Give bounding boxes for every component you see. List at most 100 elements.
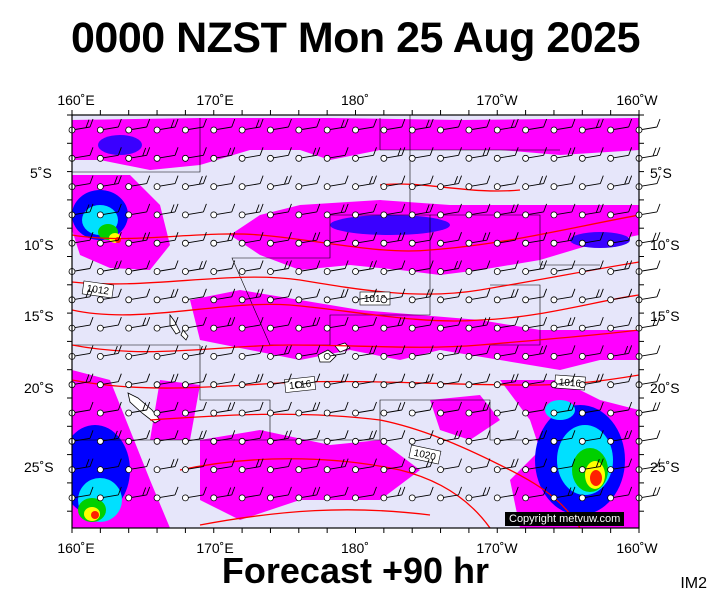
wind-station-dot xyxy=(96,466,104,474)
wind-station-dot xyxy=(578,466,586,474)
wind-station-dot xyxy=(181,183,189,191)
left-lat-label: 15˚S xyxy=(24,308,54,324)
wind-station-dot xyxy=(210,154,218,162)
wind-station-dot xyxy=(267,183,274,191)
wind-station-dot xyxy=(181,381,189,389)
wind-station-dot xyxy=(153,239,161,247)
wind-station-dot xyxy=(96,183,104,191)
wind-station-dot xyxy=(550,352,558,360)
isobar-lines xyxy=(72,183,639,528)
wind-barb xyxy=(638,316,661,329)
wind-station-dot xyxy=(267,494,274,502)
vanuatu-island xyxy=(180,329,189,341)
wind-station-dot xyxy=(181,466,189,474)
wind-station-dot xyxy=(125,494,133,502)
wind-station-dot xyxy=(210,494,218,502)
wind-station-dot xyxy=(380,154,388,162)
wind-station-dot xyxy=(96,381,104,389)
wind-station-dot xyxy=(380,466,388,474)
left-lat-label: 5˚S xyxy=(30,165,52,181)
wind-station-dot xyxy=(607,154,615,162)
wind-station-dot xyxy=(465,154,473,162)
wind-station-dot xyxy=(352,239,359,247)
wind-station-dot xyxy=(181,352,189,360)
wind-station-dot xyxy=(125,183,133,191)
wind-station-dot xyxy=(96,409,104,417)
wind-barb xyxy=(638,147,661,159)
wind-station-dot xyxy=(578,296,586,304)
wind-station-dot xyxy=(550,239,558,247)
isobar-label: 1016 xyxy=(558,377,581,390)
wind-station-dot xyxy=(352,183,359,191)
wind-station-dot xyxy=(578,268,586,275)
wind-station-dot xyxy=(96,352,104,360)
wind-station-dot xyxy=(210,381,218,389)
wind-station-dot xyxy=(522,154,529,162)
wind-station-dot xyxy=(352,466,359,474)
wind-station-dot xyxy=(153,494,161,502)
wind-station-dot xyxy=(96,437,104,445)
wind-station-dot xyxy=(267,409,274,417)
wind-station-dot xyxy=(181,437,189,445)
left-lat-label: 20˚S xyxy=(24,380,54,396)
wind-barb xyxy=(638,458,661,471)
right-lat-label: 25˚S xyxy=(650,459,680,475)
wind-barb xyxy=(638,345,661,357)
wind-station-dot xyxy=(352,268,359,275)
wind-station-dot xyxy=(181,409,189,417)
wind-station-dot xyxy=(153,437,161,445)
wind-station-dot xyxy=(352,154,359,162)
wind-station-dot xyxy=(437,381,444,389)
wind-station-dot xyxy=(493,437,501,445)
wind-station-dot xyxy=(153,381,161,389)
wind-station-dot xyxy=(295,494,303,502)
wind-station-dot xyxy=(323,268,331,275)
wind-station-dot xyxy=(125,211,133,219)
wind-station-dot xyxy=(493,352,501,360)
rain-heavy-layer xyxy=(72,135,630,522)
wind-station-dot xyxy=(96,324,104,332)
wind-station-dot xyxy=(153,154,161,162)
wind-station-dot xyxy=(437,324,444,332)
wind-station-dot xyxy=(295,154,303,162)
wind-station-dot xyxy=(323,381,331,389)
wind-station-dot xyxy=(493,268,501,275)
wind-station-dot xyxy=(607,268,615,275)
wind-station-dot xyxy=(522,268,529,275)
wind-station-dot xyxy=(522,466,529,474)
wind-station-dot xyxy=(323,352,331,360)
wind-station-dot xyxy=(578,126,586,134)
wind-station-dot xyxy=(607,296,615,304)
wind-station-dot xyxy=(437,494,444,502)
wind-station-dot xyxy=(380,324,388,332)
wind-station-dot xyxy=(267,268,274,275)
wind-station-dot xyxy=(238,466,246,474)
wind-station-dot xyxy=(352,352,359,360)
wind-station-dot xyxy=(210,126,218,134)
wind-station-dot xyxy=(210,211,218,219)
wind-station-dot xyxy=(181,154,189,162)
wind-barb xyxy=(638,288,661,301)
wind-station-dot xyxy=(550,211,558,219)
rain-core xyxy=(98,135,142,155)
wind-station-dot xyxy=(607,183,615,191)
wind-station-dot xyxy=(522,211,529,219)
wind-station-dot xyxy=(267,352,274,360)
wind-station-dot xyxy=(267,239,274,247)
wind-station-dot xyxy=(437,352,444,360)
wind-station-dot xyxy=(380,268,388,275)
wind-station-dot xyxy=(210,409,218,417)
wind-station-dot xyxy=(578,154,586,162)
top-lon-label: 170˚W xyxy=(476,92,518,108)
wind-station-dot xyxy=(210,466,218,474)
bottom-lon-label: 160˚E xyxy=(57,540,95,556)
wind-station-dot xyxy=(295,352,303,360)
wind-station-dot xyxy=(153,296,161,304)
wind-station-dot xyxy=(465,324,473,332)
wind-station-dot xyxy=(181,239,189,247)
wind-station-dot xyxy=(437,183,444,191)
wind-station-dot xyxy=(437,409,444,417)
wind-station-dot xyxy=(522,494,529,502)
wind-station-dot xyxy=(408,239,416,247)
